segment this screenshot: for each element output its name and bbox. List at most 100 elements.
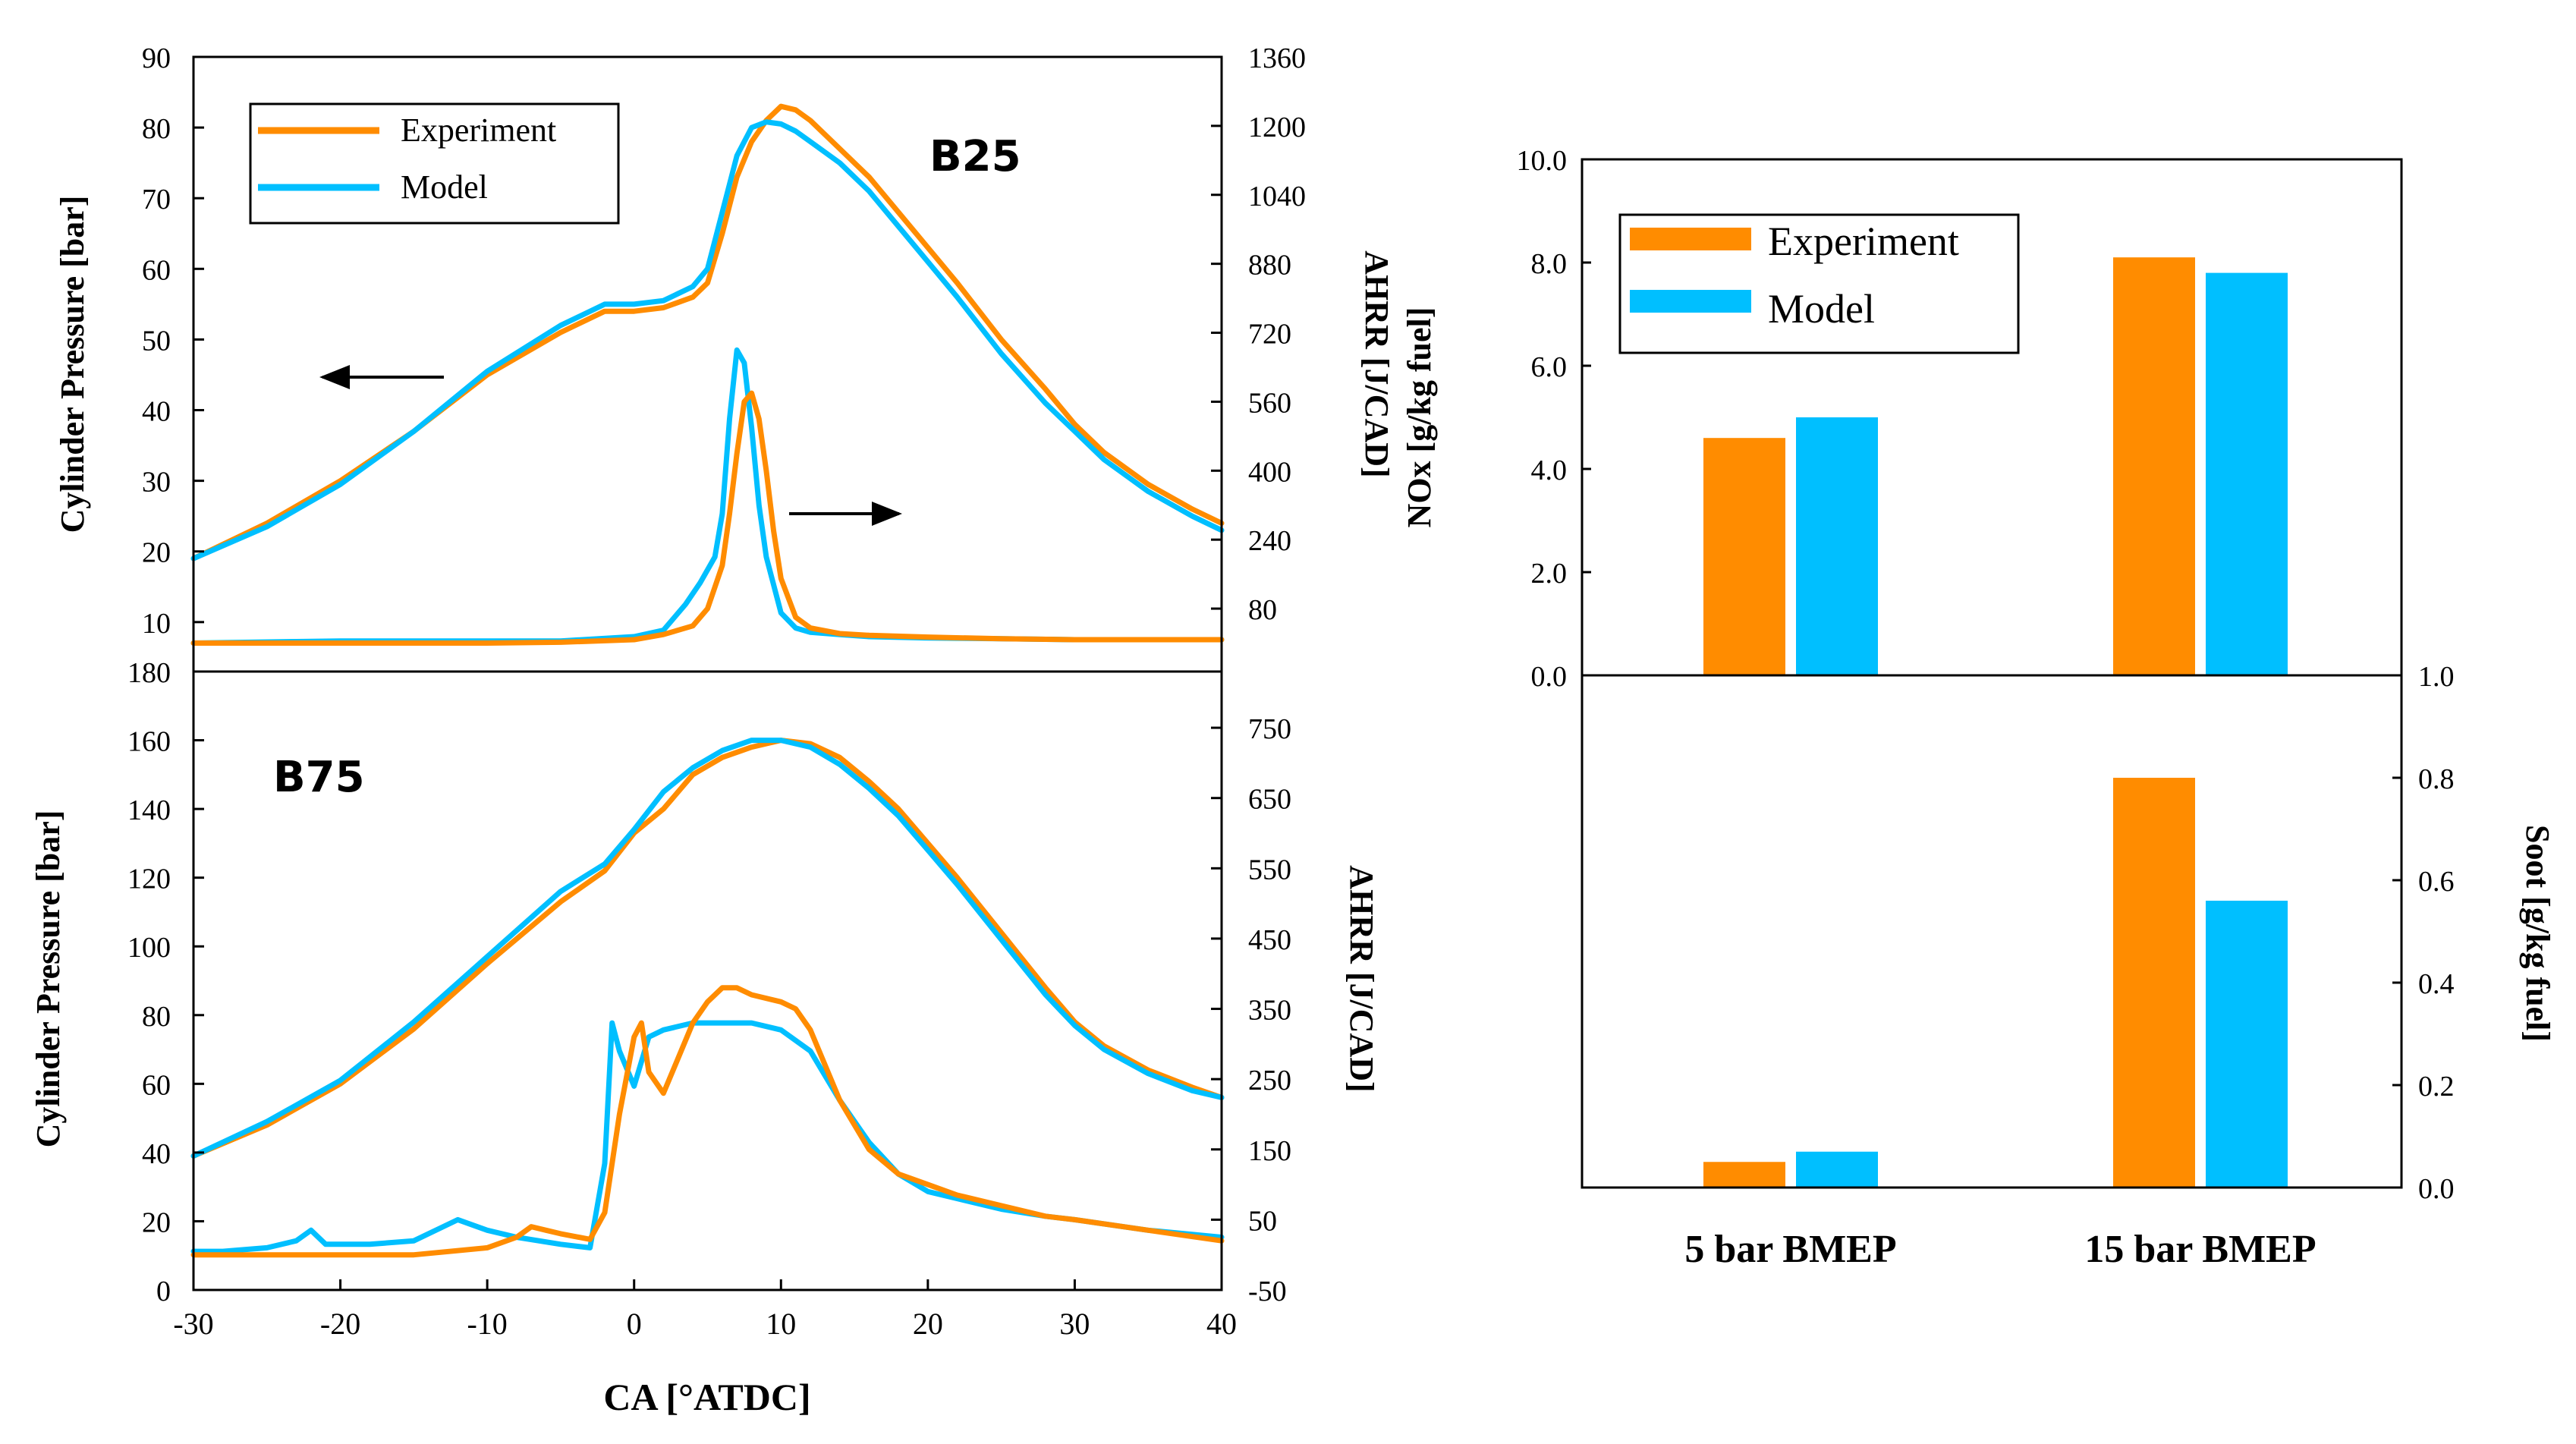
- nox-bar-experiment-5bar: [1703, 438, 1785, 675]
- nox-tick-label: 2.0: [1531, 558, 1568, 590]
- b25-left-tick-label: 40: [142, 396, 171, 428]
- b75-plot-frame: [192, 670, 1223, 1291]
- b25-series-experiment-pressure: [190, 103, 1225, 562]
- b75-x-tick-label: 10: [766, 1307, 796, 1341]
- soot-category-labels: 5 bar BMEP 15 bar BMEP: [1684, 1228, 2316, 1271]
- b75-plot-lines: [190, 738, 1225, 1258]
- soot-bars: [1703, 778, 2288, 1188]
- soot-ylabel: Soot [g/kg fuel]: [2519, 825, 2556, 1042]
- b25-left-tick-label: 80: [142, 113, 171, 145]
- b25-left-tick-label: 50: [142, 325, 171, 357]
- soot-plot-frame: [1581, 674, 2403, 1189]
- b25-right-tick-label: 80: [1248, 594, 1277, 626]
- b75-left-ticks: 0 20 40 60 80 100 120 140 160 180: [127, 657, 204, 1307]
- b25-series-model-ahrr: [190, 347, 1225, 646]
- b75-left-tick-label: 120: [127, 864, 171, 895]
- soot-bar-model-5bar: [1796, 1151, 1878, 1188]
- category-label: 5 bar BMEP: [1684, 1228, 1896, 1271]
- b75-right-tick-label: -50: [1248, 1276, 1287, 1307]
- legend-label-model-bar: Model: [1768, 286, 1875, 332]
- b75-left-tick-label: 80: [142, 1001, 171, 1033]
- b25-right-tick-label: 560: [1248, 387, 1291, 419]
- b25-plot-lines: [190, 103, 1225, 646]
- b25-right-tick-label: 400: [1248, 456, 1291, 488]
- nox-legend: Experiment Model: [1618, 213, 2020, 354]
- b25-left-tick-label: 90: [142, 42, 171, 74]
- b25-panel: 10 20 30 40 50 60 70 80 90 80 240 400 560 720 880 1040…: [54, 42, 1395, 673]
- legend-swatch-model-bar: [1630, 290, 1751, 313]
- b75-right-tick-label: 450: [1248, 924, 1291, 956]
- b25-right-tick-label: 1040: [1248, 181, 1306, 212]
- b25-left-tick-label: 20: [142, 537, 171, 569]
- soot-bar-model-15bar: [2206, 901, 2288, 1188]
- b75-series-experiment-ahrr: [190, 985, 1225, 1258]
- legend-swatch-experiment-bar: [1630, 228, 1751, 250]
- soot-y-ticks: 0.0 0.2 0.4 0.6 0.8 1.0: [2392, 661, 2455, 1205]
- soot-tick-label: 0.4: [2418, 968, 2455, 1000]
- b75-ylabel: Cylinder Pressure [bar]: [30, 810, 67, 1148]
- b75-right-tick-label: 550: [1248, 854, 1291, 886]
- legend-label-model: Model: [401, 168, 488, 206]
- b75-right-ticks: -50 50 150 250 350 450 550 650 750: [1211, 713, 1291, 1307]
- b75-series-model-pressure: [190, 738, 1225, 1159]
- soot-tick-label: 1.0: [2418, 661, 2455, 693]
- b75-left-tick-label: 140: [127, 794, 171, 826]
- soot-tick-label: 0.8: [2418, 763, 2455, 795]
- b25-left-tick-label: 70: [142, 184, 171, 215]
- nox-bar-experiment-15bar: [2113, 257, 2195, 675]
- legend-label-experiment-bar: Experiment: [1768, 219, 1959, 264]
- b25-series-experiment-ahrr: [190, 390, 1225, 646]
- b75-left-tick-label: 20: [142, 1206, 171, 1238]
- nox-bars: [1703, 257, 2288, 676]
- soot-tick-label: 0.2: [2418, 1071, 2455, 1103]
- nox-bar-model-5bar: [1796, 417, 1878, 675]
- nox-tick-label: 4.0: [1531, 455, 1568, 486]
- b25-left-tick-label: 60: [142, 254, 171, 286]
- nox-panel: 0.0 2.0 4.0 6.0 8.0 10.0 NOx [g/kg fuel] Expe…: [1401, 145, 2403, 693]
- b25-right-tick-label: 1200: [1248, 112, 1306, 143]
- b75-x-tick-label: -10: [467, 1307, 507, 1341]
- b75-left-tick-label: 40: [142, 1138, 171, 1170]
- b25-right-tick-label: 1360: [1248, 42, 1306, 74]
- nox-tick-label: 0.0: [1531, 661, 1568, 693]
- b75-left-tick-label: 60: [142, 1069, 171, 1101]
- b25-series-model-pressure: [190, 119, 1225, 562]
- b25-ylabel-right: AHRR [J/CAD]: [1358, 250, 1395, 477]
- nox-bar-model-15bar: [2206, 272, 2288, 676]
- b75-right-tick-label: 50: [1248, 1205, 1277, 1237]
- b25-right-tick-label: 240: [1248, 525, 1291, 557]
- b25-legend: Experiment Model: [249, 102, 620, 225]
- nox-tick-label: 10.0: [1517, 145, 1568, 177]
- b75-x-ticks: -30 -20 -10 0 10 20 30 40: [173, 1279, 1237, 1341]
- b75-left-tick-label: 180: [127, 657, 171, 689]
- nox-tick-label: 6.0: [1531, 351, 1568, 383]
- b25-right-ticks: 80 240 400 560 720 880 1040 1200 1360: [1211, 42, 1306, 626]
- b25-legend-box: [249, 102, 620, 225]
- b75-series-experiment-pressure: [190, 738, 1225, 1159]
- b75-right-tick-label: 150: [1248, 1135, 1291, 1167]
- b75-panel-label: B75: [273, 753, 365, 802]
- soot-bar-experiment-5bar: [1703, 1162, 1785, 1188]
- soot-tick-label: 0.6: [2418, 866, 2455, 898]
- b25-right-tick-label: 880: [1248, 250, 1291, 282]
- category-label: 15 bar BMEP: [2084, 1228, 2316, 1271]
- soot-panel: 0.0 0.2 0.4 0.6 0.8 1.0 5 bar BMEP 15 bar BMEP…: [1581, 661, 2556, 1271]
- b75-right-tick-label: 650: [1248, 784, 1291, 816]
- b75-right-tick-label: 750: [1248, 713, 1291, 745]
- b25-ylabel: Cylinder Pressure [bar]: [54, 196, 91, 533]
- b75-left-tick-label: 160: [127, 726, 171, 758]
- nox-ylabel: NOx [g/kg fuel]: [1401, 307, 1438, 528]
- b25-left-tick-label: 10: [142, 608, 171, 640]
- b75-x-tick-label: 30: [1059, 1307, 1090, 1341]
- x-axis-label: CA [°ATDC]: [603, 1376, 810, 1418]
- b75-right-tick-label: 250: [1248, 1065, 1291, 1096]
- b75-ylabel-right: AHRR [J/CAD]: [1343, 865, 1380, 1092]
- b75-x-tick-label: -30: [173, 1307, 213, 1341]
- b75-x-tick-label: 20: [913, 1307, 943, 1341]
- b75-x-tick-label: -20: [320, 1307, 360, 1341]
- b75-x-tick-label: 0: [627, 1307, 642, 1341]
- nox-tick-label: 8.0: [1531, 248, 1568, 280]
- b25-left-tick-label: 30: [142, 467, 171, 499]
